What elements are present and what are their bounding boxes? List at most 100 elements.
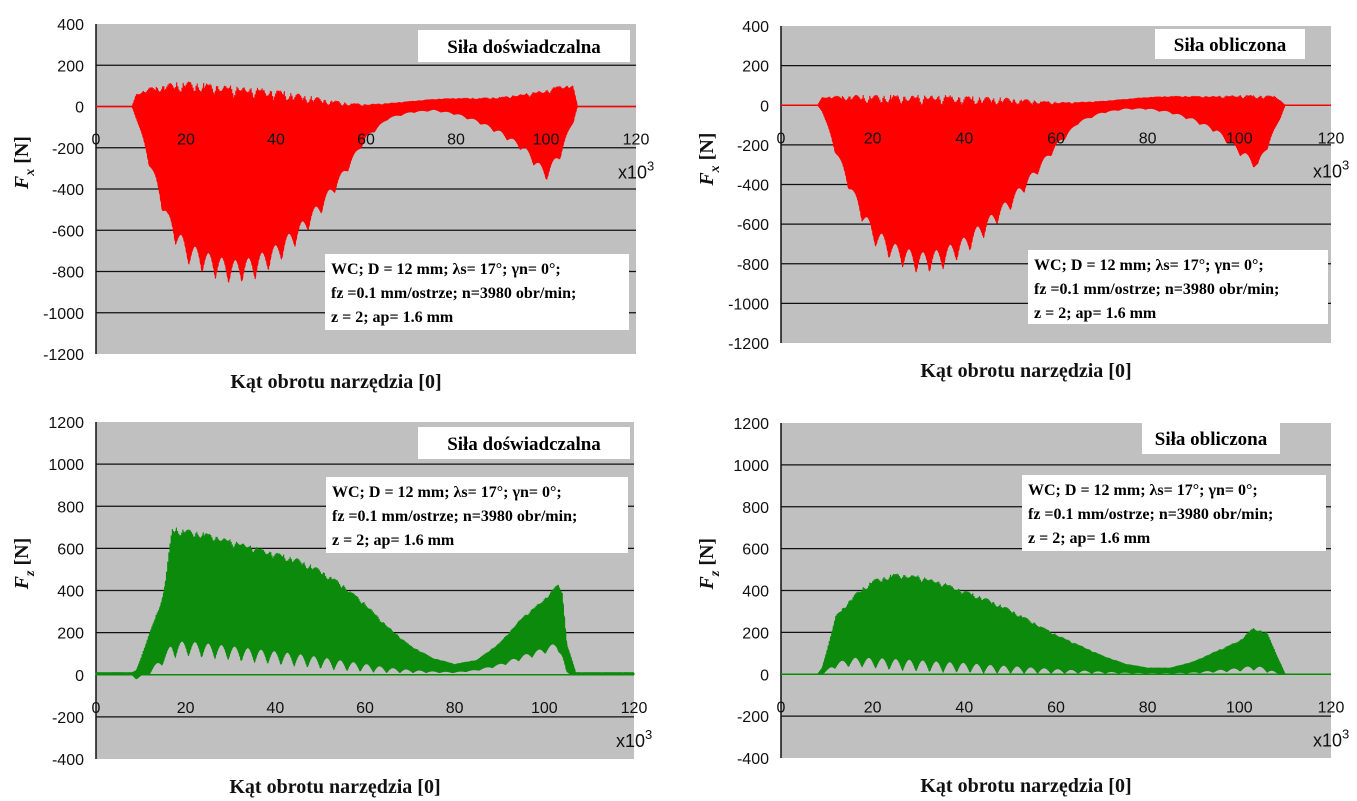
y-tick-label: 200	[742, 625, 769, 642]
x-tick-label: 120	[1318, 130, 1345, 147]
parameters-line: z = 2; ap= 1.6 mm	[331, 309, 454, 326]
chart-title: Siła doświadczalna	[447, 37, 601, 58]
chart-title: Siła obliczona	[1155, 429, 1268, 450]
y-tick-label: 0	[760, 667, 769, 684]
parameters-line: fz =0.1 mm/ostrze; n=3980 obr/min;	[331, 285, 576, 302]
chart-panel-fx-exp: 400 200 0 -200 -400 -600 -800 -1000 -1200 0 20 40 60…	[0, 0, 660, 400]
y-tick-label: -600	[52, 223, 84, 240]
y-tick-label: 200	[57, 626, 84, 643]
y-tick-label: -400	[52, 752, 84, 769]
y-axis-label: Fz [N]	[11, 538, 38, 591]
x-tick-label: 20	[864, 130, 882, 147]
y-tick-label: -400	[737, 751, 769, 768]
y-tick-label: 1000	[48, 457, 84, 474]
x-multiplier: x103	[616, 727, 652, 751]
y-tick-label: -1200	[43, 347, 84, 364]
parameters-line: WC; D = 12 mm; λs= 17°; γn= 0°;	[332, 484, 562, 501]
y-tick-label: -400	[52, 182, 84, 199]
x-tick-label: 20	[864, 699, 882, 716]
y-tick-label: -200	[737, 138, 769, 155]
chart-panel-fz-exp: 1200 1000 800 600 400 200 0 -200 -400 0 20 40 60 80 10…	[0, 400, 660, 801]
y-tick-label: 0	[760, 98, 769, 115]
chart-svg-fx-calc: 400 200 0 -200 -400 -600 -800 -1000 -1200 0 20 40 60…	[696, 19, 1349, 382]
y-tick-label: 400	[742, 584, 769, 601]
y-tick-label: 400	[742, 19, 769, 36]
y-axis-label: Fx [N]	[11, 136, 38, 190]
y-tick-label: -800	[52, 265, 84, 282]
x-tick-label: 40	[267, 132, 285, 149]
y-tick-label: -1000	[43, 306, 84, 323]
parameters-line: z = 2; ap= 1.6 mm	[1034, 305, 1157, 322]
chart-title-box	[418, 427, 630, 459]
parameters-line: WC; D = 12 mm; λs= 17°; γn= 0°;	[331, 261, 561, 278]
x-axis-label: Kąt obrotu narzędzia [0]	[920, 360, 1131, 382]
y-tick-label: 400	[57, 584, 84, 601]
parameters-box	[326, 477, 628, 553]
y-tick-label: -1000	[728, 296, 769, 313]
parameters-line: WC; D = 12 mm; λs= 17°; γn= 0°;	[1034, 257, 1264, 274]
x-tick-label: 60	[357, 132, 375, 149]
y-tick-label: -800	[737, 257, 769, 274]
series-signal	[781, 94, 1331, 273]
y-tick-label: 0	[75, 668, 84, 685]
x-tick-label: 120	[621, 700, 648, 717]
y-tick-label: 600	[742, 542, 769, 559]
y-tick-label: -200	[52, 141, 84, 158]
y-axis-label: Fz [N]	[696, 538, 723, 591]
x-tick-label: 40	[266, 700, 284, 717]
x-tick-label: 0	[777, 130, 786, 147]
x-multiplier: x103	[618, 159, 654, 183]
parameters-line: z = 2; ap= 1.6 mm	[1028, 530, 1151, 547]
x-tick-label: 100	[531, 700, 558, 717]
x-tick-label: 60	[1047, 699, 1065, 716]
parameters-line: WC; D = 12 mm; λs= 17°; γn= 0°;	[1028, 482, 1258, 499]
x-tick-label: 120	[1318, 699, 1345, 716]
y-tick-label: 0	[75, 100, 84, 117]
x-tick-label: 60	[1047, 130, 1065, 147]
x-tick-label: 20	[177, 700, 195, 717]
y-tick-label: 800	[57, 499, 84, 516]
x-tick-label: 100	[1226, 699, 1253, 716]
chart-title-box	[1142, 422, 1280, 454]
parameters-line: z = 2; ap= 1.6 mm	[332, 532, 455, 549]
x-tick-label: 0	[92, 132, 101, 149]
parameters-box	[1028, 250, 1328, 324]
y-tick-label: -1200	[728, 336, 769, 353]
x-multiplier: x103	[1313, 157, 1349, 181]
x-axis-label: Kąt obrotu narzędzia [0]	[229, 776, 440, 798]
x-tick-label: 40	[955, 130, 973, 147]
y-tick-label: 200	[57, 58, 84, 75]
y-tick-label: -200	[52, 710, 84, 727]
x-axis-label: Kąt obrotu narzędzia [0]	[230, 371, 441, 393]
parameters-line: fz =0.1 mm/ostrze; n=3980 obr/min;	[332, 508, 577, 525]
x-tick-label: 100	[533, 132, 560, 149]
series-signal	[781, 573, 1331, 675]
y-tick-label: 1200	[48, 415, 84, 432]
series-signal	[95, 527, 635, 680]
series-signal	[96, 81, 636, 283]
x-tick-label: 80	[1139, 130, 1157, 147]
x-tick-label: 40	[955, 699, 973, 716]
y-tick-label: 800	[742, 500, 769, 517]
chart-panel-fx-calc: 400 200 0 -200 -400 -600 -800 -1000 -1200 0 20 40 60…	[680, 0, 1357, 400]
x-tick-label: 80	[447, 132, 465, 149]
y-tick-label: 600	[57, 541, 84, 558]
y-tick-label: 1000	[733, 458, 769, 475]
parameters-line: fz =0.1 mm/ostrze; n=3980 obr/min;	[1028, 506, 1273, 523]
x-tick-label: 0	[92, 700, 101, 717]
chart-title: Siła obliczona	[1174, 35, 1287, 56]
x-tick-label: 80	[446, 700, 464, 717]
x-tick-label: 100	[1226, 130, 1253, 147]
y-tick-label: -600	[737, 217, 769, 234]
y-axis-label: Fx [N]	[696, 133, 723, 187]
chart-svg-fz-calc: 1200 1000 800 600 400 200 0 -200 -400 0 20 40 60 80 10…	[696, 416, 1349, 797]
chart-title-box	[1155, 29, 1305, 59]
chart-title-box	[418, 30, 630, 62]
chart-panel-fz-calc: 1200 1000 800 600 400 200 0 -200 -400 0 20 40 60 80 10…	[680, 400, 1357, 801]
chart-svg-fz-exp: 1200 1000 800 600 400 200 0 -200 -400 0 20 40 60 80 10…	[11, 415, 652, 798]
y-tick-label: 400	[57, 17, 84, 34]
chart-title: Siła doświadczalna	[447, 434, 601, 455]
x-tick-label: 80	[1139, 699, 1157, 716]
x-multiplier: x103	[1313, 726, 1349, 750]
